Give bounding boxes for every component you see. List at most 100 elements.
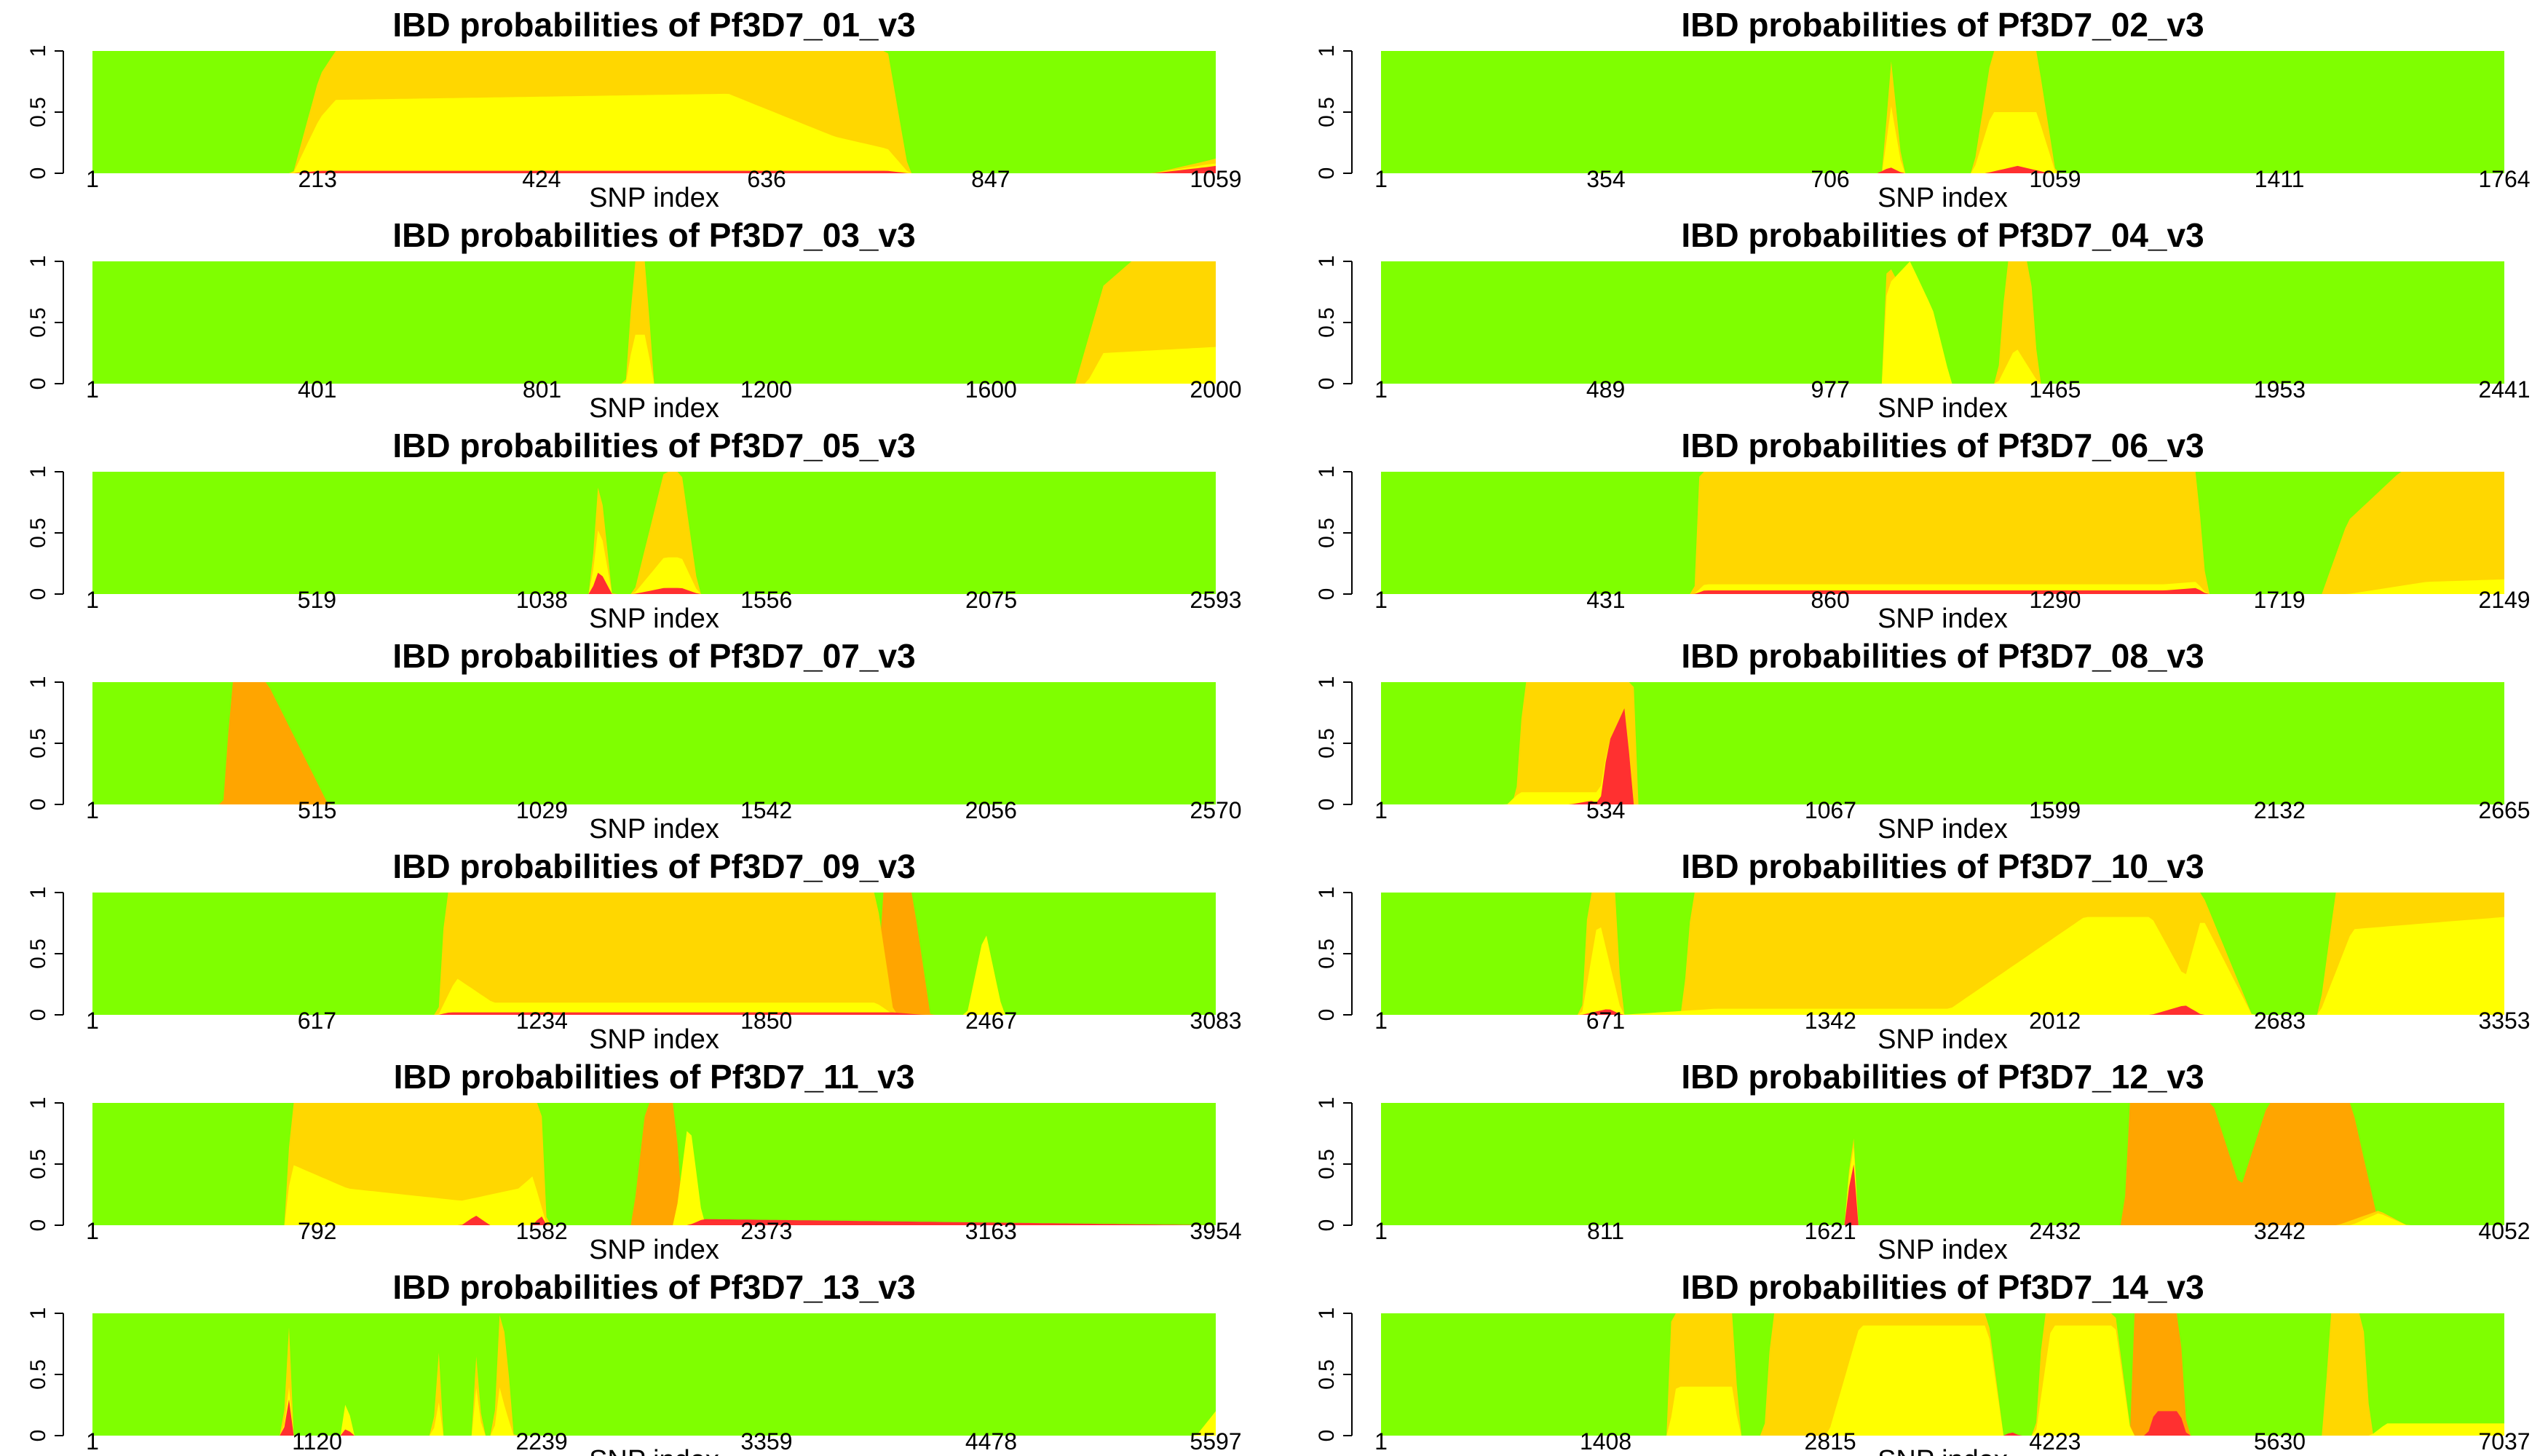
x-tick-label: 3083 xyxy=(1190,1008,1241,1034)
panel-title: IBD probabilities of Pf3D7_01_v3 xyxy=(392,6,915,44)
y-tick-label: 1 xyxy=(1315,676,1339,689)
x-tick-label: 1953 xyxy=(2254,376,2306,403)
x-tick-label: 2149 xyxy=(2478,587,2530,613)
y-tick-label: 0.5 xyxy=(1315,728,1339,759)
x-tick-label: 213 xyxy=(298,166,336,192)
panel-9: IBD probabilities of Pf3D7_09_v3 0 0.5 1 1 61… xyxy=(26,847,1242,1055)
x-tick-label: 4223 xyxy=(2029,1428,2081,1455)
x-tick-label: 1582 xyxy=(516,1218,568,1244)
y-tick-label: 0.5 xyxy=(26,97,50,127)
ibd-band-series-1 xyxy=(92,1216,1216,1225)
x-tick-label: 1 xyxy=(1374,376,1388,403)
x-tick-label: 1 xyxy=(86,1218,99,1244)
y-tick-label: 0.5 xyxy=(26,938,50,969)
ibd-band-series-1 xyxy=(1381,587,2504,594)
x-tick-label: 354 xyxy=(1586,166,1625,192)
ibd-band-series-2 xyxy=(92,93,1216,173)
x-tick-label: 2373 xyxy=(740,1218,792,1244)
x-tick-label: 431 xyxy=(1586,587,1625,613)
y-tick-label: 1 xyxy=(1315,887,1339,899)
panel-title: IBD probabilities of Pf3D7_14_v3 xyxy=(1681,1268,2204,1306)
panel-title: IBD probabilities of Pf3D7_13_v3 xyxy=(392,1268,915,1306)
x-tick-label: 706 xyxy=(1811,166,1849,192)
panel-6: IBD probabilities of Pf3D7_06_v3 0 0.5 1 1 43… xyxy=(1315,427,2531,634)
x-tick-label: 2132 xyxy=(2254,797,2306,823)
panel-title: IBD probabilities of Pf3D7_03_v3 xyxy=(392,216,915,254)
x-tick-label: 3242 xyxy=(2254,1218,2306,1244)
ibd-band-series-3 xyxy=(92,472,1216,594)
x-tick-label: 2593 xyxy=(1190,587,1241,613)
panel-title: IBD probabilities of Pf3D7_12_v3 xyxy=(1681,1058,2204,1096)
x-tick-label: 424 xyxy=(522,166,561,192)
y-tick-label: 1 xyxy=(26,1307,50,1320)
ibd-band-series-3 xyxy=(1381,472,2504,594)
x-tick-label: 3954 xyxy=(1190,1218,1241,1244)
y-tick-label: 0 xyxy=(1315,167,1339,180)
y-tick-label: 0 xyxy=(26,799,50,811)
x-tick-label: 2570 xyxy=(1190,797,1241,823)
x-axis-title: SNP index xyxy=(1878,1235,2008,1265)
panel-title: IBD probabilities of Pf3D7_10_v3 xyxy=(1681,847,2204,885)
x-tick-label: 1 xyxy=(1374,1008,1388,1034)
y-tick-label: 1 xyxy=(26,887,50,899)
ibd-band-series-2 xyxy=(1381,917,2504,1015)
x-axis-title: SNP index xyxy=(589,183,719,213)
panel-7: IBD probabilities of Pf3D7_07_v3 0 0.5 1 1 51… xyxy=(26,637,1242,844)
plot-area-green xyxy=(1381,51,2504,173)
x-tick-label: 1850 xyxy=(740,1008,792,1034)
x-tick-label: 1600 xyxy=(965,376,1017,403)
x-tick-label: 2012 xyxy=(2029,1008,2081,1034)
x-tick-label: 1038 xyxy=(516,587,568,613)
x-tick-label: 2239 xyxy=(515,1428,567,1455)
x-tick-label: 1290 xyxy=(2029,587,2081,613)
x-tick-label: 1764 xyxy=(2478,166,2530,192)
x-axis-title: SNP index xyxy=(1878,604,2008,634)
x-axis-title: SNP index xyxy=(589,393,719,424)
y-tick-label: 0.5 xyxy=(26,307,50,338)
x-tick-label: 1 xyxy=(86,1428,99,1455)
plot-area-green xyxy=(92,261,1216,384)
ibd-band-series-1 xyxy=(1381,1005,2504,1015)
panel-title: IBD probabilities of Pf3D7_07_v3 xyxy=(392,637,915,675)
y-tick-label: 0 xyxy=(26,378,50,390)
y-tick-label: 1 xyxy=(1315,1307,1339,1320)
x-tick-label: 1067 xyxy=(1805,797,1856,823)
ibd-band-series-4 xyxy=(1381,1103,2504,1225)
y-tick-label: 1 xyxy=(1315,256,1339,268)
x-tick-label: 1 xyxy=(86,1008,99,1034)
x-tick-label: 1 xyxy=(1374,587,1388,613)
x-tick-label: 1542 xyxy=(740,797,792,823)
y-tick-label: 0 xyxy=(1315,378,1339,390)
y-tick-label: 0.5 xyxy=(26,728,50,759)
x-tick-label: 4052 xyxy=(2478,1218,2530,1244)
ibd-band-series-2 xyxy=(92,530,1216,594)
panel-3: IBD probabilities of Pf3D7_03_v3 0 0.5 1 1 40… xyxy=(26,216,1242,424)
panel-title: IBD probabilities of Pf3D7_09_v3 xyxy=(392,847,915,885)
x-tick-label: 1621 xyxy=(1804,1218,1856,1244)
x-axis-title: SNP index xyxy=(1878,183,2008,213)
y-tick-label: 0 xyxy=(1315,1009,1339,1021)
panel-2: IBD probabilities of Pf3D7_02_v3 0 0.5 1 1 35… xyxy=(1315,6,2531,213)
x-tick-label: 1599 xyxy=(2029,797,2081,823)
x-tick-label: 2467 xyxy=(965,1008,1017,1034)
x-tick-label: 977 xyxy=(1811,376,1850,403)
panel-4: IBD probabilities of Pf3D7_04_v3 0 0.5 1 1 48… xyxy=(1315,216,2531,424)
x-tick-label: 2056 xyxy=(965,797,1017,823)
y-tick-label: 0.5 xyxy=(1315,307,1339,338)
x-axis-title: SNP index xyxy=(589,604,719,634)
x-tick-label: 1059 xyxy=(1190,166,1241,192)
x-tick-label: 1120 xyxy=(292,1428,342,1455)
x-tick-label: 5630 xyxy=(2254,1428,2306,1455)
y-tick-label: 0.5 xyxy=(1315,1149,1339,1179)
x-tick-label: 811 xyxy=(1587,1218,1624,1244)
panel-5: IBD probabilities of Pf3D7_05_v3 0 0.5 1 1 51… xyxy=(26,427,1242,634)
x-axis-title: SNP index xyxy=(589,1235,719,1265)
panel-title: IBD probabilities of Pf3D7_06_v3 xyxy=(1681,427,2204,464)
x-tick-label: 1029 xyxy=(516,797,568,823)
ibd-band-series-2 xyxy=(1381,261,2504,384)
x-tick-label: 1411 xyxy=(2255,166,2305,192)
x-axis-title: SNP index xyxy=(1878,1445,2008,1456)
x-tick-label: 489 xyxy=(1586,376,1625,403)
panel-8: IBD probabilities of Pf3D7_08_v3 0 0.5 1 1 53… xyxy=(1315,637,2531,844)
x-tick-label: 1 xyxy=(86,587,99,613)
